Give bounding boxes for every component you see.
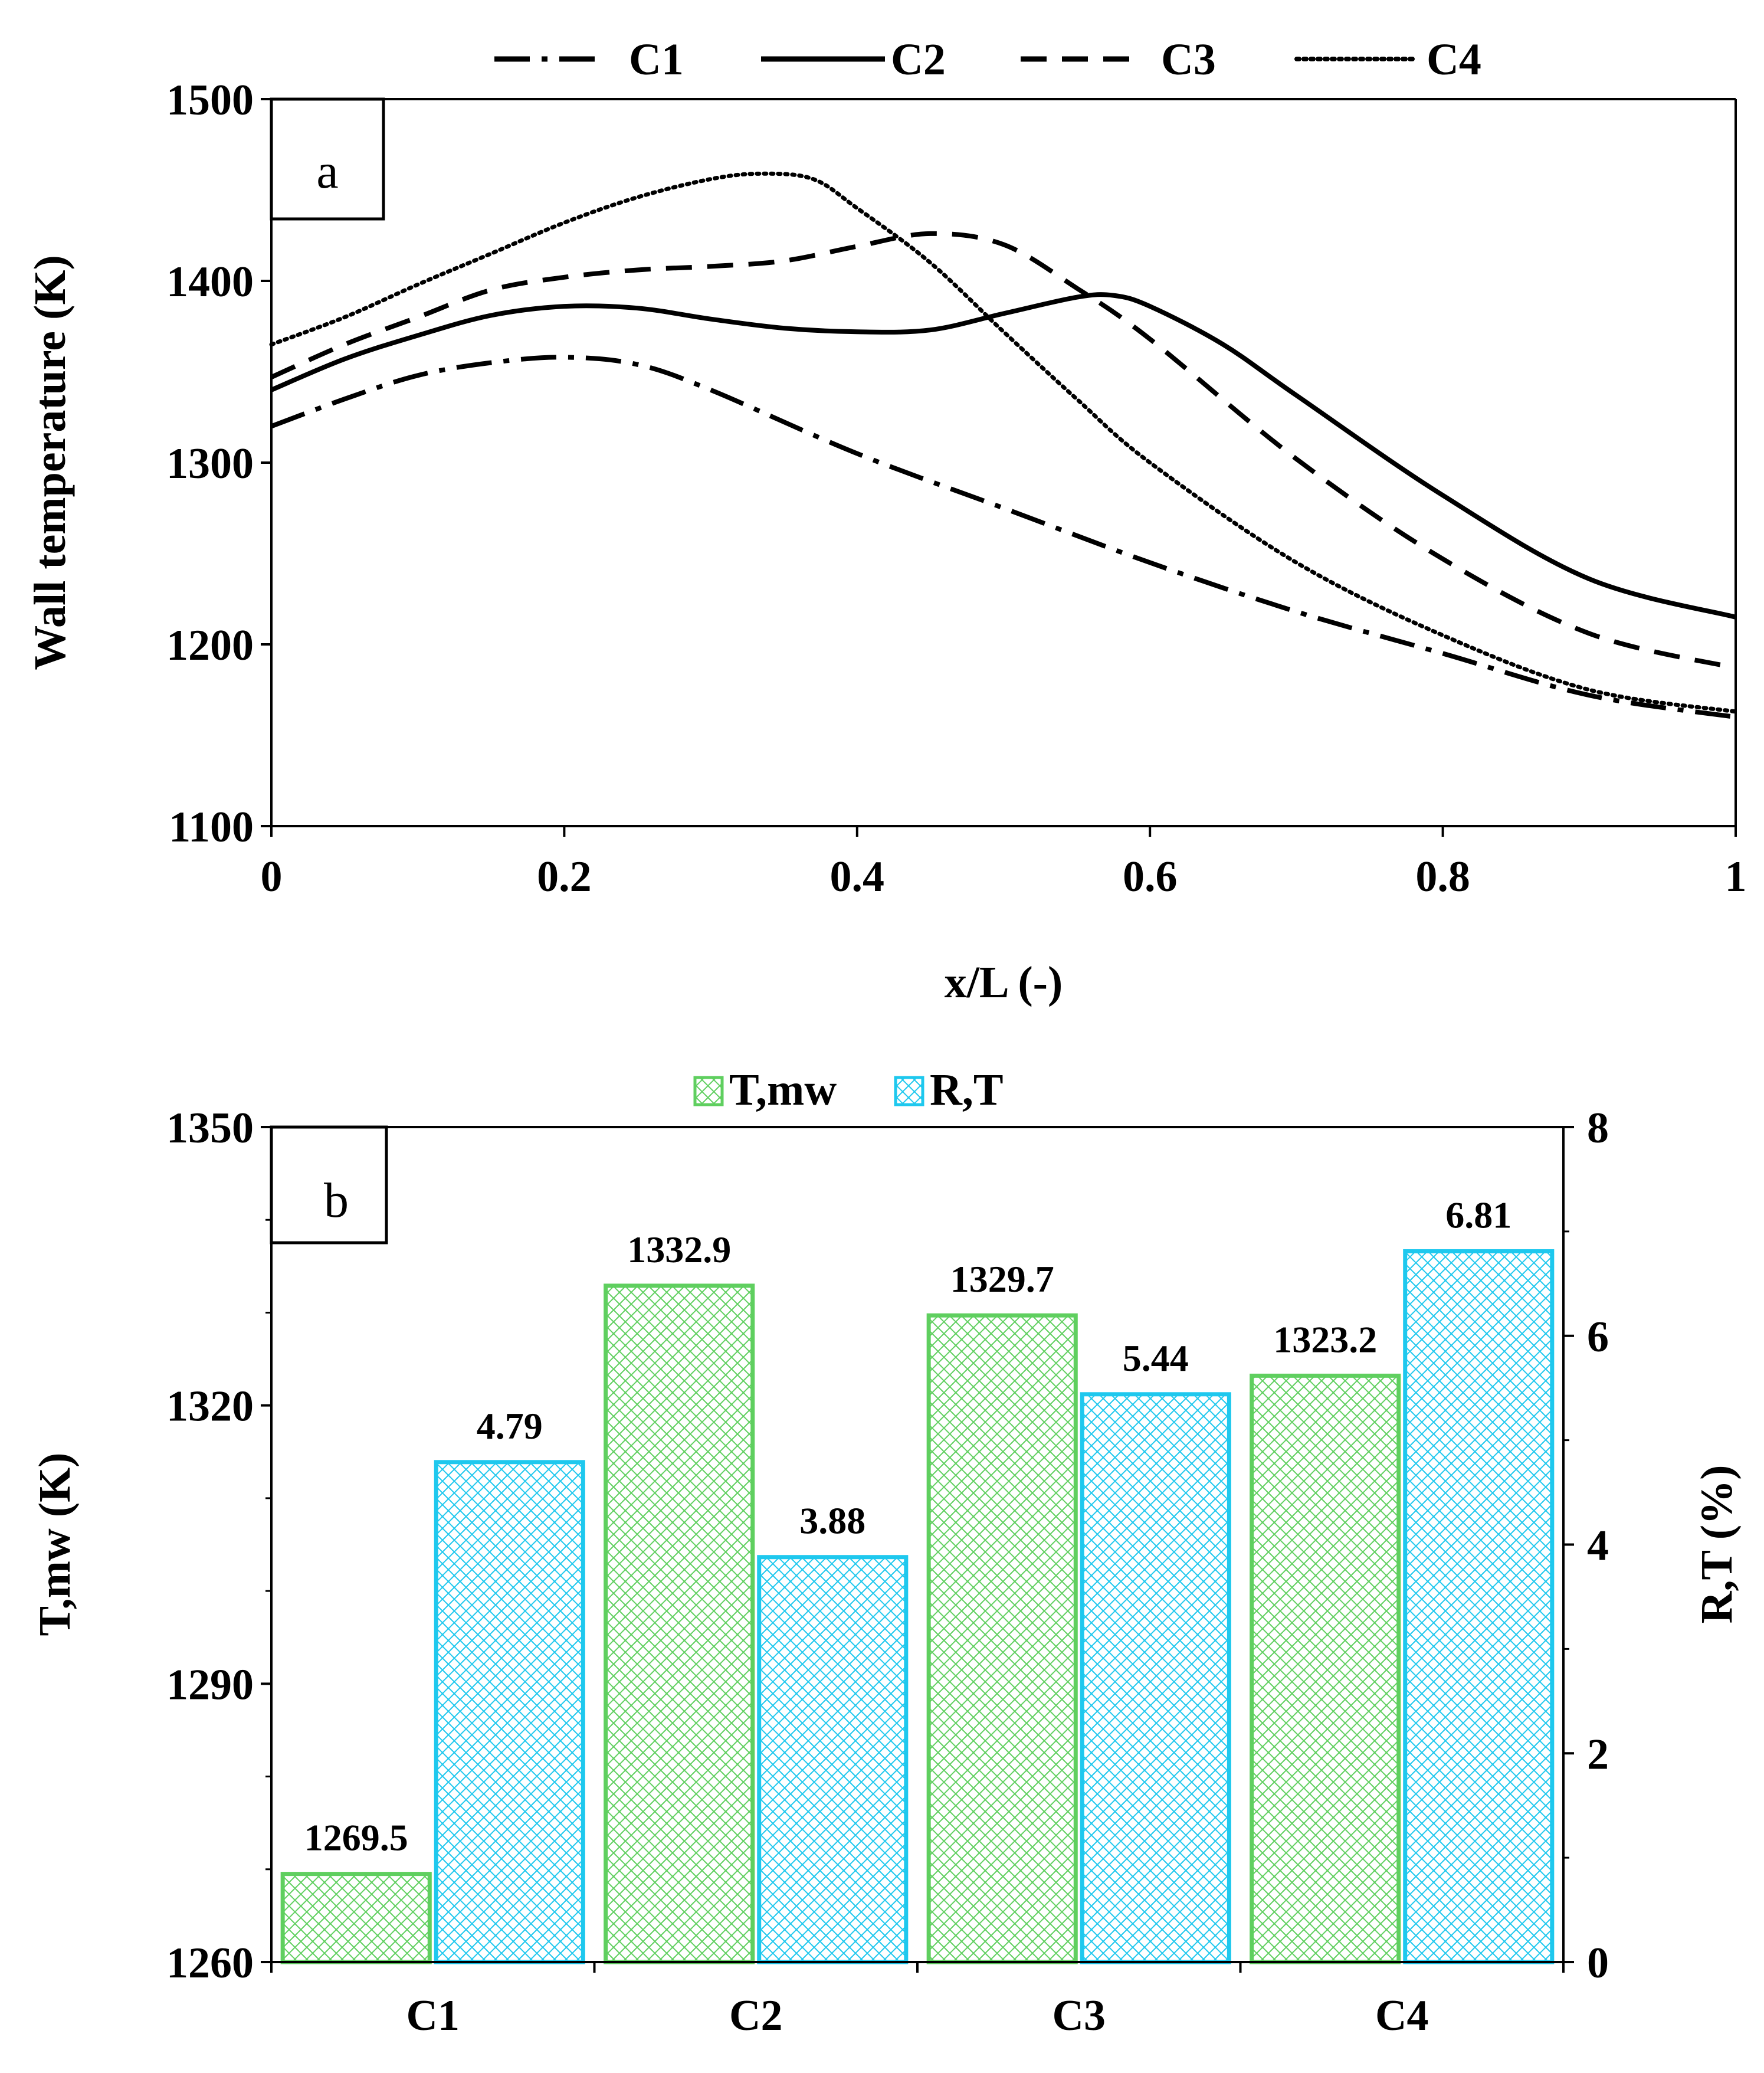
x-tick-label: 1 — [1725, 853, 1747, 901]
y-tick-label: 1300 — [166, 440, 254, 488]
axis-ticks: 1260 1290 1320 1350 0 2 4 6 8 C1 C2 C3 C4 — [166, 1104, 1609, 2040]
left-y-tick-label: 1320 — [166, 1383, 254, 1431]
right-y-axis-title: R,T (%) — [1692, 1465, 1742, 1624]
x-tick-label: 0.2 — [537, 853, 592, 901]
panel-tag-box — [270, 97, 385, 221]
y-tick-label: 1200 — [166, 621, 254, 670]
bar-rt-c1 — [434, 1460, 585, 1964]
data-label-tmw: 1323.2 — [1273, 1318, 1377, 1360]
bars: 1269.5 4.79 1332.9 3.88 1329.7 5.44 1323.2 6.81 — [280, 1194, 1555, 1964]
series-line-c4 — [269, 171, 1738, 714]
legend-label-c4: C4 — [1427, 35, 1481, 84]
y-tick-label: 1400 — [166, 258, 254, 306]
legend-label-c3: C3 — [1161, 35, 1216, 84]
x-tick-label: 0.6 — [1123, 853, 1178, 901]
legend: T,mw R,T — [693, 1065, 1004, 1115]
bar-tmw-c4 — [1250, 1373, 1401, 1964]
data-label-tmw: 1332.9 — [627, 1229, 731, 1270]
axis-ticks: 1100 1200 1300 1400 1500 0 0.2 0.4 0.6 0.8 1 — [166, 76, 1747, 901]
right-y-tick-label: 4 — [1587, 1522, 1609, 1570]
left-y-tick-label: 1290 — [166, 1661, 254, 1709]
series-line-c2 — [270, 292, 1737, 620]
series-line-c3 — [270, 231, 1736, 670]
data-label-rt: 6.81 — [1445, 1194, 1511, 1236]
right-y-tick-label: 0 — [1587, 1939, 1609, 1987]
y-tick-label: 1500 — [166, 76, 254, 125]
panel-tag-b: b — [324, 1173, 349, 1228]
category-label: C4 — [1375, 1992, 1428, 2040]
right-y-tick-label: 2 — [1587, 1730, 1609, 1779]
bar-tmw-c1 — [280, 1872, 432, 1964]
y-axis-title: Wall temperature (K) — [25, 255, 75, 670]
series-lines — [269, 171, 1738, 720]
series-line-c1 — [270, 355, 1736, 720]
bar-rt-c4 — [1403, 1249, 1555, 1964]
category-label: C1 — [406, 1992, 460, 2040]
data-label-tmw: 1329.7 — [950, 1258, 1054, 1300]
x-tick-label: 0.4 — [830, 853, 885, 901]
left-y-axis-title: T,mw (K) — [30, 1453, 80, 1636]
bar-rt-c3 — [1080, 1392, 1231, 1964]
x-tick-label: 0 — [261, 853, 283, 901]
legend-label-c2: C2 — [891, 35, 946, 84]
category-label: C3 — [1053, 1992, 1106, 2040]
data-label-tmw: 1269.5 — [304, 1817, 408, 1859]
bar-tmw-c3 — [926, 1313, 1078, 1964]
data-label-rt: 4.79 — [477, 1405, 543, 1447]
line-chart-panel: C1 C2 C3 C4 1100 1200 1300 1400 1500 0 0.2 0.4 0… — [25, 35, 1747, 1007]
bar-tmw-c2 — [604, 1283, 755, 1964]
panel-tag-a: a — [316, 144, 338, 199]
left-y-tick-label: 1260 — [166, 1939, 254, 1987]
right-y-tick-label: 8 — [1587, 1104, 1609, 1152]
data-label-rt: 3.88 — [799, 1500, 865, 1542]
y-tick-label: 1100 — [169, 803, 254, 852]
left-y-tick-label: 1350 — [166, 1104, 254, 1152]
legend-label-c1: C1 — [629, 35, 684, 84]
category-label: C2 — [729, 1992, 782, 2040]
legend-label-rt: R,T — [930, 1065, 1004, 1115]
x-axis-title: x/L (-) — [945, 958, 1063, 1007]
legend-swatch-tmw — [693, 1076, 724, 1106]
data-label-rt: 5.44 — [1123, 1337, 1189, 1379]
panel-tag-box — [270, 1125, 388, 1245]
legend-label-tmw: T,mw — [729, 1065, 837, 1115]
legend: C1 C2 C3 C4 — [494, 35, 1481, 84]
legend-swatch-rt — [894, 1076, 924, 1106]
bar-rt-c2 — [757, 1555, 909, 1964]
right-y-tick-label: 6 — [1587, 1313, 1609, 1361]
x-tick-label: 0.8 — [1415, 853, 1470, 901]
